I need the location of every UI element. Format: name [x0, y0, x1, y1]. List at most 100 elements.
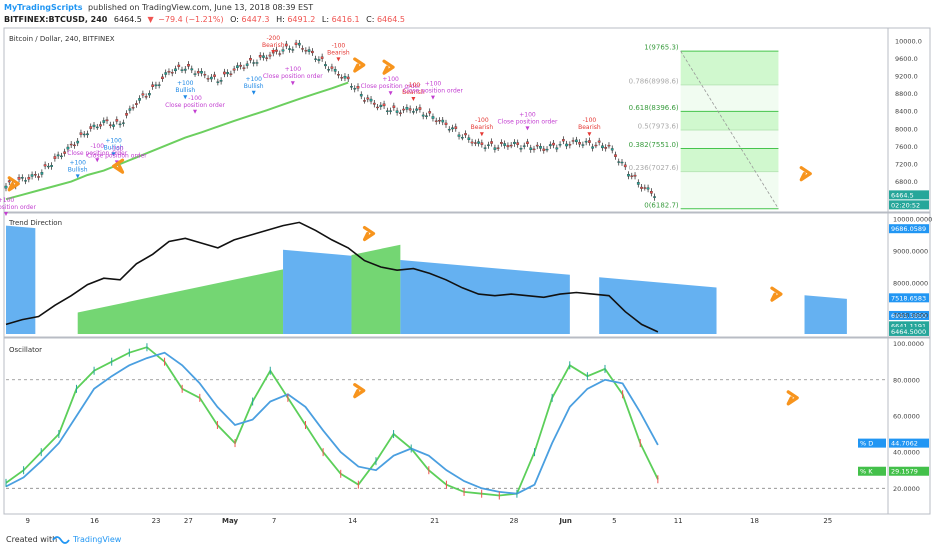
price-candle [190, 68, 194, 71]
price-candle [412, 111, 415, 113]
fib-level-label: 0.786(8998.6) [629, 77, 679, 85]
price-candle [200, 71, 203, 74]
price-candle [239, 64, 243, 67]
trend-value-tag-text: 6464.5000 [891, 328, 926, 336]
signal-value-label: -100 [90, 143, 104, 150]
ohlc-open-label: O: [230, 15, 239, 24]
price-candle [288, 48, 291, 50]
trend-pane-frame [3, 212, 931, 338]
price-candle [350, 86, 353, 88]
price-candle [376, 106, 379, 109]
price-candle [444, 122, 448, 125]
trend-value-tag [889, 326, 929, 336]
price-series-group: 1(9765.3) 0.786(8998.6) 0.618(8396.6) 0.5(7… [0, 35, 929, 216]
price-axis-tick: 8800.0 [895, 90, 918, 98]
price-candle [141, 93, 145, 96]
price-candle [99, 124, 102, 127]
price-candle [467, 137, 471, 140]
signal-value-label: -100 [407, 82, 421, 89]
price-candle [428, 111, 432, 114]
price-axis-tick: 9600.0 [895, 55, 918, 63]
trend-pane-title: Trend Direction [8, 219, 62, 227]
signal-value-label: -100 [110, 145, 124, 152]
fib-level-label: 0.5(7973.6) [638, 122, 679, 130]
price-candle [555, 147, 559, 150]
price-candle [167, 71, 171, 73]
price-candle [226, 72, 229, 75]
last-price-tag [889, 190, 929, 200]
price-candle [473, 142, 477, 144]
price-candle [379, 104, 383, 108]
price-candle [161, 76, 164, 80]
price-candle [128, 108, 132, 111]
price-candle [177, 64, 181, 67]
price-candle [627, 174, 630, 177]
price-candle [30, 174, 34, 177]
countdown-tag [889, 200, 929, 210]
author-link[interactable]: MyTradingScripts [4, 3, 83, 12]
osc-k-line [5, 346, 659, 497]
price-candle [545, 148, 549, 151]
signal-value-label: +100 [177, 80, 194, 87]
trend-zone-area [77, 269, 284, 334]
price-candle [50, 165, 53, 167]
price-candle [330, 66, 334, 69]
price-axis-tick: 8000.0 [895, 125, 918, 133]
price-candle [434, 120, 438, 122]
price-candle [561, 139, 565, 142]
price-candle [138, 98, 141, 101]
price-candle [108, 124, 112, 126]
price-candle [614, 154, 617, 157]
last-price-tag-text: 6464.5 [891, 191, 914, 199]
price-candle [262, 55, 265, 58]
price-candle [144, 96, 148, 98]
osc-axis-tick: 20.0000 [893, 485, 920, 493]
price-candle [252, 62, 256, 64]
price-candle [92, 124, 96, 127]
price-candle [425, 115, 428, 117]
signal-arrow-icon [290, 81, 295, 86]
trend-value-tag [889, 224, 929, 234]
price-candle [281, 49, 285, 52]
price-candle [60, 155, 63, 158]
price-candle [86, 133, 89, 136]
oscillator-pane-title: Oscillator [9, 346, 42, 354]
moving-average-line [5, 81, 349, 201]
signal-value-label: -100 [583, 117, 597, 124]
price-candle [571, 140, 575, 142]
price-candle [180, 69, 184, 71]
ohlc-close-label: C: [366, 15, 374, 24]
trend-price-line [5, 221, 659, 333]
price-candle [558, 144, 562, 146]
price-candle [359, 94, 363, 97]
price-candle [529, 147, 533, 150]
signal-arrow-icon [111, 152, 116, 157]
footer-created-text: Created with [6, 535, 57, 544]
price-candle [174, 68, 177, 72]
osc-axis-tick: 40.0000 [893, 449, 920, 457]
price-candle [307, 49, 311, 52]
signal-text-label: Bullish [244, 83, 264, 90]
price-candle [451, 127, 454, 130]
price-candle [47, 165, 50, 168]
price-candle [623, 164, 627, 168]
price-candle [584, 140, 588, 143]
price-change: −79.4 (−1.21%) [158, 15, 223, 24]
signal-arrow-icon [587, 132, 592, 137]
price-candle [135, 103, 138, 105]
price-candle [209, 76, 213, 80]
price-candle [63, 151, 67, 154]
price-candle [480, 142, 484, 145]
footer-brand[interactable]: TradingView [72, 535, 122, 544]
price-candle [125, 113, 128, 116]
oscillator-series-group: % D 44.7062 % K 29.1579 [5, 343, 929, 500]
price-candle [460, 137, 464, 139]
symbol-label[interactable]: BITFINEX:BTCUSD, 240 [4, 15, 108, 24]
price-pane-title: Bitcoin / Dollar, 240, BITFINEX [9, 35, 115, 43]
osc-label-tag-text: % D [860, 440, 873, 448]
fib-zone [680, 111, 779, 130]
price-candle [301, 48, 304, 50]
price-candle [33, 174, 37, 176]
signal-arrow-icon [430, 95, 435, 100]
